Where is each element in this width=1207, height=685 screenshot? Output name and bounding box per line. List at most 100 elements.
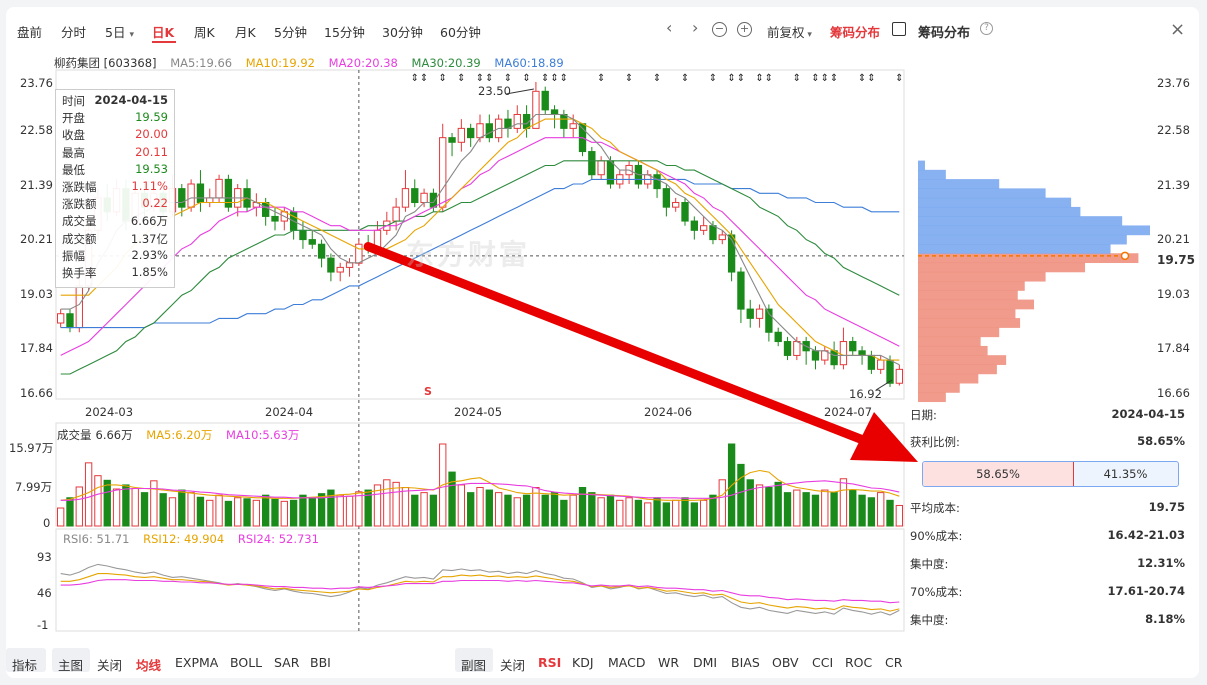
- rsi6-label: RSI6: 51.71: [63, 532, 130, 546]
- sub-indicator-dmi[interactable]: DMI: [693, 655, 718, 670]
- sub-indicator-kdj[interactable]: KDJ: [572, 655, 594, 670]
- volume-bar: [103, 479, 111, 527]
- sub-indicator-obv[interactable]: OBV: [772, 655, 799, 670]
- main-indicator-sar[interactable]: SAR: [274, 655, 300, 670]
- volume-ma5-line: [60, 469, 900, 501]
- sub-indicator-wr[interactable]: WR: [658, 655, 680, 670]
- sub-off-button[interactable]: 关闭: [500, 658, 526, 673]
- info-key: 日期:: [910, 408, 937, 422]
- chip-bar-profit: [918, 308, 1016, 319]
- sub-indicator-rsi[interactable]: RSI: [538, 655, 562, 670]
- help-icon[interactable]: ?: [980, 22, 993, 35]
- tab-5day[interactable]: 5日 ▾: [105, 22, 134, 41]
- volume-bar: [746, 479, 754, 527]
- zoom-in-icon[interactable]: +: [737, 22, 752, 37]
- watermark: 东方财富: [406, 238, 531, 271]
- volume-bar: [66, 497, 74, 527]
- main-chart-button[interactable]: 主图: [58, 658, 84, 673]
- chip-price-tick: 17.84: [1157, 341, 1190, 355]
- chip-bar-profit: [918, 290, 1018, 301]
- signal-marker: ⇕: [709, 73, 717, 84]
- main-off-button[interactable]: 关闭: [97, 658, 123, 673]
- low-price-annotation: 16.92: [849, 387, 882, 401]
- sub-indicator-roc[interactable]: ROC: [845, 655, 873, 670]
- candle-up: [755, 308, 764, 319]
- indicator-button[interactable]: 指标: [12, 658, 38, 673]
- tooltip-key: 最高: [62, 145, 85, 160]
- main-indicator-boll[interactable]: BOLL: [230, 655, 263, 670]
- tab-30min[interactable]: 30分钟: [382, 25, 423, 40]
- chips-toggle[interactable]: 筹码分布: [830, 25, 881, 40]
- main-chart-button-bg: [52, 648, 90, 672]
- volume-bar: [886, 499, 894, 527]
- tooltip-row: 涨跌额 0.22: [62, 196, 168, 213]
- zoom-out-icon[interactable]: −: [712, 22, 727, 37]
- signal-marker: ⇕: [485, 73, 493, 84]
- signal-marker: ⇕: [793, 73, 801, 84]
- volume-bar: [522, 494, 531, 527]
- volume-bar: [849, 489, 857, 527]
- candle-down: [746, 308, 754, 319]
- volume-bar: [56, 507, 65, 527]
- main-indicator-ma[interactable]: 均线: [136, 658, 162, 673]
- main-indicator-bbi[interactable]: BBI: [310, 655, 331, 670]
- fullscreen-icon[interactable]: [892, 22, 906, 36]
- tab-60min[interactable]: 60分钟: [440, 25, 481, 40]
- candle-up: [187, 183, 195, 208]
- close-icon[interactable]: ×: [1170, 19, 1186, 40]
- volume-bar: [168, 497, 177, 527]
- volume-tick: 7.99万: [15, 480, 53, 494]
- candle-up: [476, 123, 484, 139]
- tab-5min[interactable]: 5分钟: [274, 25, 307, 40]
- prev-arrow-icon[interactable]: ‹: [666, 18, 673, 37]
- volume-bar: [178, 489, 186, 527]
- date-tick: 2024-04: [265, 405, 314, 419]
- tooltip-value: 20.00: [135, 127, 168, 142]
- volume-label: 成交量: [57, 428, 92, 442]
- main-indicator-expma[interactable]: EXPMA: [175, 655, 219, 670]
- candle-down: [858, 350, 866, 356]
- candle-down: [271, 215, 279, 222]
- chip-bar-profit: [918, 299, 1034, 310]
- volume-bar: [513, 497, 521, 527]
- adjust-dropdown[interactable]: 前复权 ▾: [767, 22, 812, 41]
- chip-bar-loss: [918, 243, 1111, 254]
- next-arrow-icon[interactable]: ›: [692, 18, 699, 37]
- tab-15min[interactable]: 15分钟: [324, 25, 365, 40]
- sub-indicator-cci[interactable]: CCI: [812, 655, 834, 670]
- chip-bar-profit: [918, 327, 1000, 338]
- chip-bar-profit: [918, 253, 1139, 264]
- volume-bar: [317, 493, 326, 527]
- tooltip-value: 1.11%: [131, 179, 168, 193]
- volume-bar: [662, 502, 671, 527]
- chip-info-concentration-90: 集中度: 12.31%: [910, 556, 1185, 574]
- sub-chart-button[interactable]: 副图: [461, 658, 487, 673]
- tab-daily-k[interactable]: 日K: [152, 25, 175, 40]
- candle-down: [317, 243, 326, 259]
- rsi-tick: -1: [37, 618, 49, 632]
- tab-weekly-k[interactable]: 周K: [194, 25, 215, 40]
- ma60-line: [60, 178, 900, 329]
- indicator-button-bg: [6, 648, 46, 672]
- chip-info-70-cost: 70%成本: 17.61-20.74: [910, 584, 1185, 602]
- chart-canvas[interactable]: ⇕ ⇕ ⇕ ⇕ ⇕ ⇕ ⇕ ⇕ ⇕ ⇕ ⇕ ⇕ ⇕ ⇕ ⇕ ⇕ ⇕ ⇕ ⇕ ⇕ ⇕ ⇕ ⇕ ⇕ ⇕ ⇕ ⇕: [6, 7, 1199, 678]
- signal-marker: ⇕: [420, 73, 428, 84]
- tab-monthly-k[interactable]: 月K: [235, 25, 256, 40]
- volume-bar: [895, 504, 904, 527]
- candle-up: [877, 359, 885, 370]
- sub-indicator-bias[interactable]: BIAS: [731, 655, 760, 670]
- volume-bar: [159, 493, 167, 527]
- sub-indicator-macd[interactable]: MACD: [608, 655, 646, 670]
- stock-chart-window: 盘前 分时 5日 ▾ 日K 周K 月K 5分钟 15分钟 30分钟 60分钟 ‹…: [6, 7, 1199, 678]
- candle-down: [886, 359, 894, 384]
- tooltip-value: 19.59: [135, 110, 168, 125]
- candle-down: [560, 113, 568, 129]
- volume-bar: [569, 494, 577, 527]
- sub-indicator-cr[interactable]: CR: [885, 655, 903, 670]
- tab-premarket[interactable]: 盘前: [17, 25, 43, 40]
- tab-intraday[interactable]: 分时: [61, 25, 87, 40]
- profit-ratio-fill: [923, 462, 1074, 486]
- candle-up: [56, 313, 65, 324]
- volume-bar: [597, 497, 605, 527]
- candle-down: [411, 188, 419, 204]
